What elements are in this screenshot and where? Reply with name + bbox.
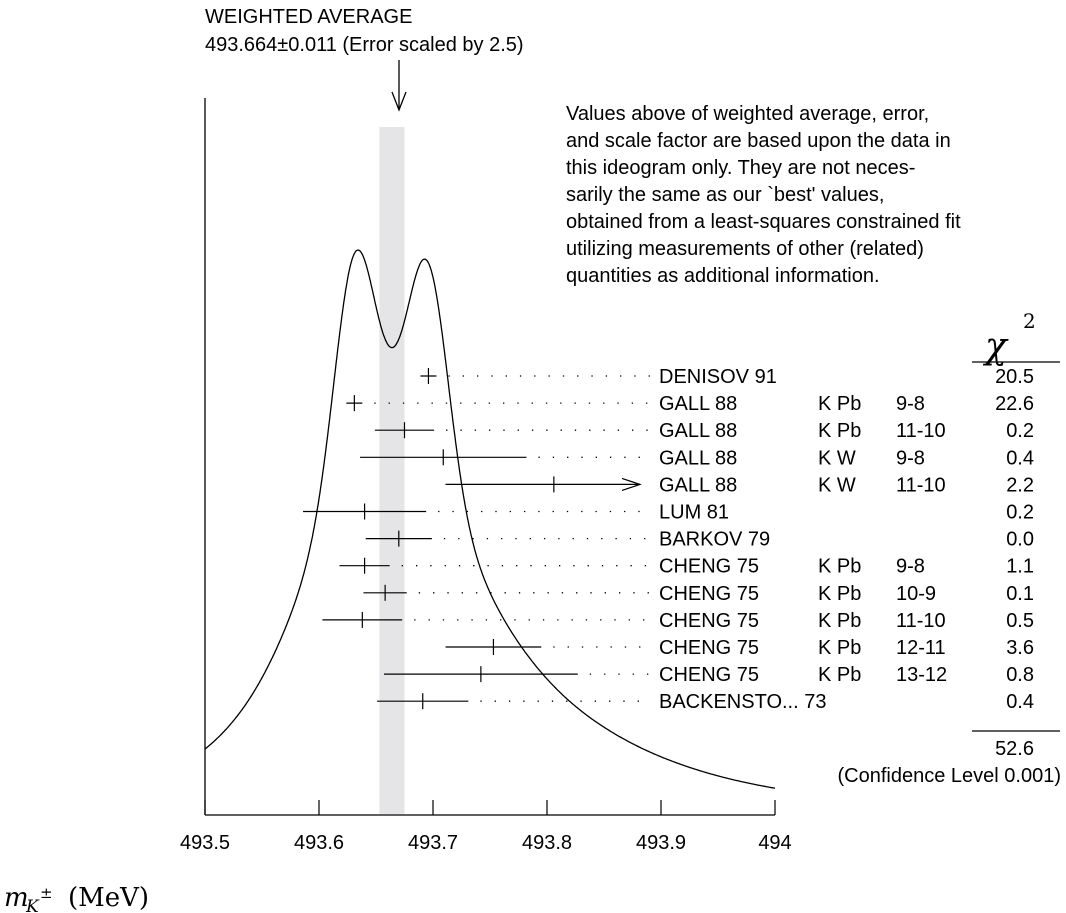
measurement-target: K Pb [818,393,861,415]
average-band [379,127,404,814]
measurement-row: GALL 88 K W 11-10 2.2 [446,474,1034,496]
measurement-row: CHENG 75 K Pb 10-9 0.1 [363,583,1034,605]
measurement-label: CHENG 75 [659,556,759,578]
measurement-transition: 13-12 [896,664,947,686]
measurement-target: K Pb [818,610,861,632]
measurement-label: CHENG 75 [659,637,759,659]
measurement-target: K Pb [818,637,861,659]
note-line: Values above of weighted average, error, [566,103,929,125]
chi2-value: 0.2 [1006,502,1034,524]
measurement-label: GALL 88 [659,447,737,469]
measurement-target: K Pb [818,420,861,442]
x-tick-label: 493.8 [522,832,572,854]
measurement-transition: 9-8 [896,393,925,415]
chi2-value: 0.8 [1006,664,1034,686]
chi2-header: χ [982,326,1009,367]
measurement-label: BACKENSTO... 73 [659,691,826,713]
measurement-label: BARKOV 79 [659,529,770,551]
measurement-row: BARKOV 79 0.0 [366,529,1034,551]
chi2-value: 20.5 [995,366,1034,388]
x-tick-label: 493.6 [294,832,344,854]
measurement-transition: 9-8 [896,556,925,578]
x-axis-label-unit: (MeV) [68,883,149,913]
measurement-label: CHENG 75 [659,664,759,686]
measurement-transition: 11-10 [896,474,946,496]
note-block: Values above of weighted average, error,… [566,103,961,287]
measurement-row: CHENG 75 K Pb 13-12 0.8 [384,664,1034,686]
x-axis-label-sub: K [25,897,40,913]
measurement-transition: 10-9 [896,583,936,605]
measurement-rows: DENISOV 91 20.5 GALL 88 K Pb 9-8 22.6 GALL 88 K… [303,366,1034,713]
measurement-label: DENISOV 91 [659,366,777,388]
measurement-label: GALL 88 [659,393,737,415]
measurement-target: K W [818,474,856,496]
x-axis-label-sup: ± [40,884,53,902]
measurement-label: CHENG 75 [659,583,759,605]
chi2-value: 22.6 [995,393,1034,415]
measurement-target: K Pb [818,664,861,686]
chi2-value: 0.0 [1006,529,1034,551]
measurement-row: CHENG 75 K Pb 11-10 0.5 [322,610,1034,632]
average-value: 493.664±0.011 (Error scaled by 2.5) [205,34,524,56]
measurement-transition: 11-10 [896,610,946,632]
measurement-target: K Pb [818,556,861,578]
x-tick-label: 493.9 [636,832,686,854]
chi2-value: 1.1 [1006,556,1034,578]
measurement-target: K W [818,447,856,469]
confidence-level: (Confidence Level 0.001) [838,765,1061,787]
measurement-row: CHENG 75 K Pb 9-8 1.1 [340,556,1034,578]
measurement-row: CHENG 75 K Pb 12-11 3.6 [446,637,1034,659]
x-tick-label: 493.5 [180,832,230,854]
measurement-row: BACKENSTO... 73 0.4 [377,691,1034,713]
measurement-target: K Pb [818,583,861,605]
measurement-label: CHENG 75 [659,610,759,632]
chi2-value: 0.4 [1006,691,1034,713]
note-line: this ideogram only. They are not neces- [566,157,915,179]
measurement-row: DENISOV 91 20.5 [420,366,1034,388]
x-axis-label-base: m [4,883,29,913]
chi2-total: 52.6 [995,738,1034,760]
note-line: obtained from a least-squares constraine… [566,211,961,233]
x-tick-label: 494 [758,832,791,854]
measurement-row: GALL 88 K W 9-8 0.4 [360,447,1034,469]
chi2-value: 3.6 [1006,637,1034,659]
chi2-value: 0.5 [1006,610,1034,632]
measurement-label: GALL 88 [659,474,737,496]
chi2-value: 0.2 [1006,420,1034,442]
chi2-header-sup: 2 [1023,309,1036,333]
measurement-row: LUM 81 0.2 [303,502,1034,524]
x-ticks: 493.5 493.6 493.7 493.8 493.9 494 [180,800,792,854]
note-line: quantities as additional information. [566,265,880,287]
note-line: utilizing measurements of other (related… [566,238,924,260]
measurement-transition: 9-8 [896,447,925,469]
measurement-row: GALL 88 K Pb 11-10 0.2 [375,420,1034,442]
x-tick-label: 493.7 [408,832,458,854]
note-line: and scale factor are based upon the data… [566,130,951,152]
chi2-value: 0.4 [1006,447,1034,469]
measurement-label: LUM 81 [659,502,729,524]
measurement-transition: 12-11 [896,637,946,659]
measurement-transition: 11-10 [896,420,946,442]
chi2-value: 2.2 [1006,474,1034,496]
measurement-label: GALL 88 [659,420,737,442]
note-line: sarily the same as our `best' values, [566,184,884,206]
chi2-value: 0.1 [1006,583,1034,605]
average-title: WEIGHTED AVERAGE [205,6,412,28]
